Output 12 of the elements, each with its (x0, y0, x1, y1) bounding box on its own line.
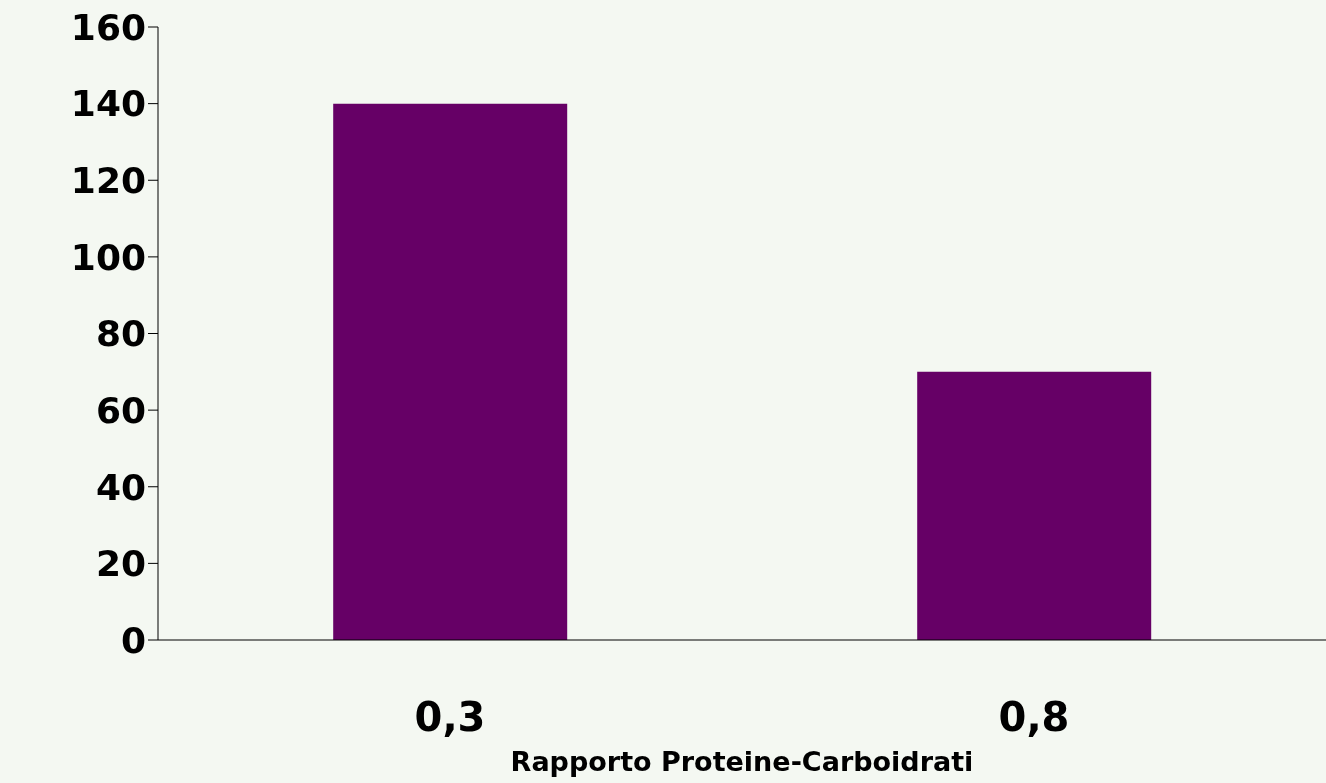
y-tick-label: 120 (70, 160, 146, 202)
x-tick-label: 0,8 (998, 694, 1070, 741)
y-tick-label: 20 (95, 543, 146, 585)
y-tick-label: 160 (70, 6, 146, 48)
y-tick-label: 0 (120, 619, 146, 661)
x-axis-title: Rapporto Proteine-Carboidrati (510, 746, 974, 777)
y-tick-label: 100 (70, 236, 146, 278)
y-tick-label: 140 (70, 83, 146, 125)
x-tick-label: 0,3 (414, 694, 486, 741)
y-tick-label: 80 (95, 313, 146, 355)
y-tick-label: 40 (95, 466, 146, 508)
y-tick-label: 60 (95, 389, 146, 431)
